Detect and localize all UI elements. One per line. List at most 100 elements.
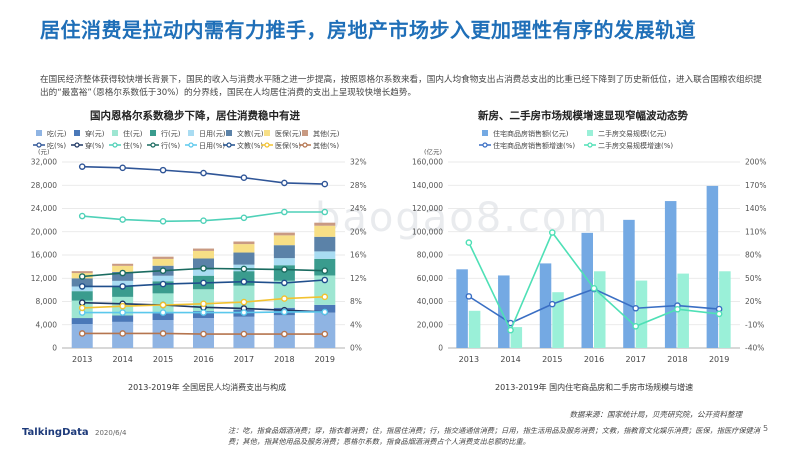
chart1-legend-marker: [226, 142, 232, 148]
chart2-y-left-axis-label: (亿元): [424, 147, 442, 156]
chart1-bar-segment: [314, 225, 336, 237]
chart1-series-point: [78, 304, 86, 312]
chart2-legend-label: 住宅商品房销售额增速(%): [493, 141, 575, 150]
chart1-legend-marker: [36, 142, 42, 148]
chart2-bar: [719, 271, 731, 348]
chart1-bar-segment: [71, 318, 93, 325]
chart1-y-left-tick-label: 0: [52, 344, 57, 353]
chart1-series-point: [159, 301, 167, 309]
right-chart-subtitle: 新房、二手房市场规模增速显现窄幅波动态势: [478, 110, 688, 122]
chart1-series-point: [321, 308, 329, 316]
chart1-series-point: [78, 163, 86, 170]
chart1-bar-segment: [71, 271, 93, 274]
chart1-series-point: [119, 216, 126, 223]
chart1-legend-label: 文教(%): [237, 141, 263, 150]
chart2-x-tick-label: 2014: [500, 355, 520, 364]
chart1-series-point: [240, 309, 248, 316]
left-chart-caption: 2013-2019年 全国居民人均消费支出与构成: [128, 383, 287, 392]
chart1-legend-label: 穿(元): [85, 129, 105, 138]
chart1-series-point: [321, 208, 329, 216]
chart1-series-point: [281, 308, 288, 316]
chart2-bar: [510, 327, 523, 348]
chart1-x-tick-label: 2013: [72, 355, 92, 364]
chart2-y-right-tick-label: 110%: [745, 227, 766, 236]
chart1-bar-segment: [314, 236, 336, 252]
chart2-bar: [498, 275, 510, 348]
chart1-series-point: [281, 266, 288, 273]
chart1-bar-segment: [112, 271, 134, 281]
chart1-series-point: [281, 179, 288, 187]
chart1-legend-label: 行(%): [161, 141, 180, 150]
chart2-y-right-tick-label: 80%: [745, 251, 762, 260]
chart1-series-point: [78, 283, 86, 290]
chart1-legend-label: 吃(元): [47, 129, 67, 138]
chart1-series-point: [240, 330, 248, 338]
chart1-series-point: [78, 299, 86, 306]
chart2-y-left-tick-label: 100,000: [412, 227, 443, 236]
chart1-series-point: [119, 302, 126, 310]
chart1-series-point: [200, 330, 207, 338]
chart2-y-left-tick-label: 120,000: [412, 204, 443, 213]
chart1-bar-segment: [192, 258, 215, 270]
chart2-legend-swatch: [587, 130, 593, 136]
chart2-y-left-tick-label: 140,000: [412, 181, 443, 190]
chart2-y-left-tick-label: 60,000: [417, 274, 443, 283]
chart1-series-point: [200, 265, 207, 272]
chart1-bar-segment: [152, 258, 174, 266]
chart2-y-right-tick-label: -40%: [745, 344, 764, 353]
chart2-y-right-tick-label: 200%: [745, 158, 766, 167]
chart1-series-point: [119, 309, 126, 316]
chart1-series-point: [159, 309, 167, 316]
chart1-series-point: [200, 300, 207, 308]
intro-paragraph: 在国民经济整体获得较快增长背景下，国民的收入与消费水平随之进一步提高，按照恩格尔…: [40, 75, 762, 98]
chart1-legend-label: 医保(%): [275, 141, 301, 150]
chart1-series-point: [240, 298, 248, 306]
chart1-legend-swatch: [264, 130, 270, 136]
chart2-bar: [623, 219, 635, 348]
chart1-bar-segment: [152, 256, 174, 259]
chart1-series-point: [119, 269, 126, 277]
chart1-x-tick-label: 2017: [234, 355, 254, 364]
data-source: 数据来源：国家统计局，贝壳研究院，公开资料整理: [569, 410, 743, 419]
page-number: 5: [763, 424, 769, 433]
chart1-bar-segment: [273, 258, 295, 266]
chart1-bar-segment: [233, 244, 255, 253]
chart1-bar-segment: [192, 248, 215, 251]
chart1-series-point: [159, 280, 167, 288]
chart1-series-point: [159, 330, 167, 337]
chart2-bar: [456, 269, 468, 348]
chart1-bar-segment: [314, 312, 336, 348]
chart1-legend-label: 行(元): [161, 129, 181, 138]
chart2-bar: [677, 273, 689, 348]
chart1-legend-swatch: [226, 130, 232, 136]
chart2-x-tick-label: 2017: [626, 355, 646, 364]
chart1-bar-segment: [314, 251, 336, 259]
chart1-legend-marker: [74, 142, 80, 148]
chart1-legend-swatch: [302, 130, 308, 136]
chart2-bar: [581, 232, 593, 348]
chart2-x-tick-label: 2019: [709, 355, 729, 364]
chart1-legend-marker: [302, 142, 308, 148]
chart1-series-point: [159, 166, 167, 174]
chart1-series-point: [159, 217, 167, 225]
chart2-series-point: [632, 322, 640, 330]
chart1-bar-segment: [314, 222, 336, 226]
chart1-x-tick-label: 2014: [112, 355, 132, 364]
chart2-y-right-tick-label: 20%: [745, 297, 762, 306]
chart1-legend-label: 住(%): [123, 141, 142, 150]
chart1-series-point: [200, 309, 207, 316]
chart1-y-left-tick-label: 20,000: [31, 227, 57, 236]
chart1-series-point: [321, 293, 329, 301]
chart1-y-right-tick-label: 8%: [350, 297, 362, 306]
chart1-bar-segment: [273, 245, 295, 259]
chart2-bar: [594, 271, 606, 348]
chart2-y-left-tick-label: 20,000: [417, 320, 443, 329]
chart1-series-point: [78, 212, 86, 220]
right-chart-caption: 2013-2019年 国内住宅商品房和二手房市场规模与增速: [495, 383, 694, 392]
chart1-y-left-tick-label: 12,000: [31, 274, 57, 283]
chart2-y-left-tick-label: 80,000: [417, 251, 443, 260]
chart1-series-point: [281, 208, 288, 216]
chart1-bar-segment: [112, 263, 134, 266]
chart1-y-right-tick-label: 0%: [350, 344, 362, 353]
